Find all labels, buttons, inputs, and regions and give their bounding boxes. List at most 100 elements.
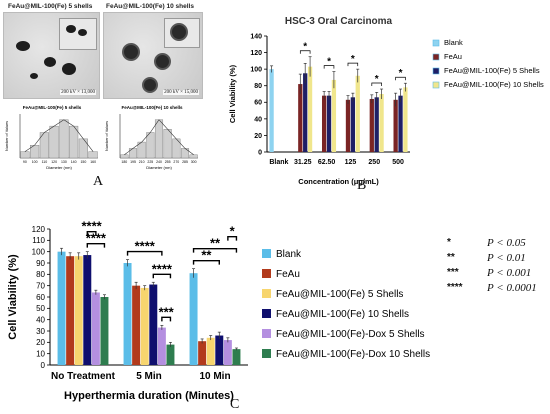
significance-bracket — [161, 316, 172, 322]
legend-label: Blank — [444, 38, 463, 47]
significance-bracket — [86, 242, 106, 248]
histogram-tick-label: 240 — [156, 160, 162, 164]
y-tick-label: 120 — [32, 225, 46, 234]
y-tick-label: 120 — [250, 50, 262, 57]
legend-label: FeAu@MIL-100(Fe) 10 Shells — [444, 80, 544, 89]
y-tick-label: 110 — [32, 236, 45, 245]
y-axis-label: Cell Viability (%) — [228, 64, 237, 123]
bar — [100, 297, 109, 365]
x-tick-label: 5 Min — [136, 371, 162, 382]
significance-bracket — [192, 259, 220, 265]
y-tick-label: 60 — [36, 293, 45, 302]
micrograph-title-10-shells: FeAu@MIL-100(Fe) 10 shells — [106, 3, 194, 10]
bar — [149, 284, 158, 365]
histogram-title: FeAu@MIL-100(Fe) 5 shells — [23, 105, 82, 110]
significance-label: * — [399, 68, 403, 79]
legend-label: FeAu@MIL-100(Fe)-Dox 5 Shells — [276, 329, 425, 340]
bar — [206, 337, 215, 365]
bar — [198, 341, 207, 365]
significance-symbol: **** — [447, 282, 463, 293]
significance-bracket — [192, 247, 238, 253]
histogram-tick-label: 255 — [165, 160, 171, 164]
x-tick-label: No Treatment — [51, 371, 116, 382]
y-tick-label: 0 — [258, 149, 262, 156]
histogram-tick-label: 210 — [139, 160, 145, 164]
bar — [269, 69, 274, 152]
panel-letter-c: C — [230, 397, 240, 412]
legend-swatch — [262, 269, 271, 278]
bar — [345, 99, 351, 152]
legend-swatch — [432, 39, 440, 47]
histogram-bar — [163, 129, 172, 159]
chart-title: HSC-3 Oral Carcinoma — [285, 16, 393, 27]
histogram-tick-label: 120 — [51, 160, 57, 164]
histogram-tick-label: 195 — [130, 160, 136, 164]
histogram-5-shells: FeAu@MIL-100(Fe) 5 shells 90 100 110 120 130 1… — [5, 105, 98, 170]
significance-threshold: P < 0.001 — [487, 266, 532, 279]
significance-key-row: ** P < 0.01 — [447, 250, 537, 265]
histogram-fit-curve — [24, 119, 94, 152]
histogram-x-label: Diameter (nm) — [46, 165, 72, 170]
histogram-x-label: Diameter (nm) — [146, 165, 172, 170]
significance-label: * — [303, 42, 307, 53]
legend-label: FeAu@MIL-100(Fe)-Dox 10 Shells — [276, 349, 430, 360]
significance-symbol: * — [447, 237, 451, 248]
y-tick-label: 50 — [36, 304, 45, 313]
bar — [393, 99, 398, 152]
bar — [303, 73, 308, 152]
micrograph-scale-10-shells: 200 kV × 15,000 — [163, 90, 199, 95]
histogram-bar — [59, 119, 69, 159]
histogram-bar — [88, 151, 98, 159]
significance-label: **** — [86, 231, 107, 246]
legend-swatch — [262, 349, 271, 358]
significance-threshold: P < 0.0001 — [487, 281, 537, 294]
histogram-bar — [69, 125, 79, 159]
bar — [321, 95, 327, 152]
histogram-y-label: Number of Values — [105, 121, 109, 151]
bar — [57, 251, 66, 365]
chart-hyperthermia: 0 10 20 30 40 50 60 70 80 90 100 110 120 Cell Viabili… — [7, 219, 430, 402]
histogram-y-label: Number of Values — [5, 121, 9, 151]
legend-label: FeAu@MIL-100(Fe) 5 Shells — [444, 66, 540, 75]
significance-key-row: **** P < 0.0001 — [447, 280, 537, 295]
significance-symbol: *** — [447, 267, 459, 278]
histogram-tick-label: 90 — [23, 160, 27, 164]
histogram-tick-label: 285 — [182, 160, 188, 164]
histogram-fit-curve — [124, 119, 194, 156]
bar — [326, 95, 332, 152]
significance-bracket — [323, 65, 335, 69]
significance-bracket — [395, 76, 406, 81]
x-tick-label: 500 — [392, 159, 404, 166]
bar — [140, 287, 149, 365]
y-tick-label: 10 — [36, 349, 45, 358]
significance-label: * — [351, 54, 355, 65]
significance-bracket — [126, 250, 163, 256]
significance-label: * — [327, 57, 331, 68]
x-axis-label: Concentration (μg/mL) — [298, 177, 379, 186]
micrograph-10-shells: 200 kV × 15,000 — [103, 12, 203, 99]
y-axis-label: Cell Viability (%) — [7, 254, 19, 340]
significance-bracket — [152, 273, 172, 279]
bar — [83, 255, 92, 365]
legend-label: FeAu@MIL-100(Fe) 5 Shells — [276, 289, 403, 300]
y-tick-label: 140 — [250, 33, 262, 40]
significance-threshold: P < 0.01 — [487, 251, 526, 264]
bar — [369, 98, 374, 152]
y-tick-label: 20 — [254, 133, 262, 140]
y-tick-label: 60 — [254, 100, 262, 107]
histogram-bar — [49, 125, 59, 159]
histogram-tick-label: 180 — [121, 160, 127, 164]
bar — [123, 263, 132, 365]
legend-swatch — [262, 329, 271, 338]
bar — [157, 327, 166, 365]
significance-label: **** — [135, 239, 156, 254]
significance-bracket — [86, 230, 97, 236]
bar — [66, 256, 75, 365]
histogram-bar — [154, 119, 164, 159]
legend-label: FeAu — [444, 52, 462, 61]
significance-label: * — [375, 74, 379, 85]
significance-key-row: * P < 0.05 — [447, 235, 537, 250]
legend-label: FeAu — [276, 269, 300, 280]
panel-letter-b: B — [357, 178, 367, 193]
legend-swatch — [432, 81, 440, 89]
